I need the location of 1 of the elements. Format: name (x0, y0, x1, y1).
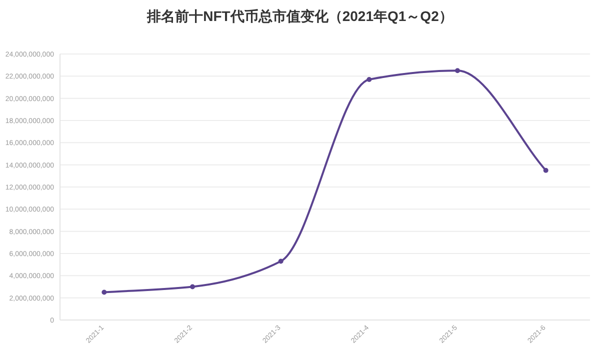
title: 排名前十NFT代币总市值变化（2021年Q1～Q2） (147, 8, 453, 24)
